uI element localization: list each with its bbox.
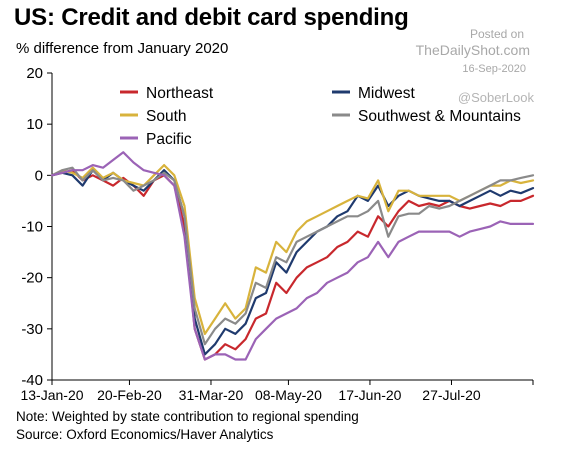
x-tick-label: 20-Feb-20	[97, 387, 162, 403]
series-line-pacific	[50, 151, 535, 361]
series-line-midwest	[50, 169, 535, 356]
y-tick-label: -20	[21, 270, 43, 287]
chart-title: US: Credit and debit card spending	[14, 4, 409, 31]
watermark-posted: Posted on	[469, 27, 524, 41]
y-tick-label: 10	[26, 116, 43, 133]
legend-label: Pacific	[146, 131, 192, 148]
legend-label: Southwest & Mountains	[358, 108, 521, 125]
y-tick-label: -10	[21, 219, 43, 236]
watermark-site: TheDailyShot.com	[415, 42, 530, 58]
x-tick-label: 08-May-20	[255, 387, 322, 403]
x-tick-label: 17-Jun-20	[338, 387, 401, 403]
x-tick-label: 13-Jan-20	[20, 387, 83, 403]
legend-label: Midwest	[358, 85, 416, 102]
series-line-south	[50, 164, 535, 335]
watermark-date: 16-Sep-2020	[462, 63, 526, 75]
legend-label: South	[146, 108, 187, 125]
source-note: Source: Oxford Economics/Haver Analytics	[16, 427, 274, 442]
y-axis-unit-label: % difference from January 2020	[16, 40, 229, 57]
x-tick-label: 27-Jul-20	[422, 387, 481, 403]
y-tick-label: -30	[21, 321, 43, 338]
x-tick-label: 31-Mar-20	[179, 387, 244, 403]
footnote: Note: Weighted by state contribution to …	[16, 409, 359, 424]
y-tick-label: 20	[26, 65, 43, 82]
y-tick-label: 0	[35, 167, 43, 184]
watermark-handle: @SoberLook	[457, 90, 534, 105]
legend-label: Northeast	[146, 85, 214, 102]
series-line-southwest-mountains	[50, 166, 535, 346]
series-line-northeast	[50, 169, 535, 361]
y-tick-label: -40	[21, 372, 43, 389]
